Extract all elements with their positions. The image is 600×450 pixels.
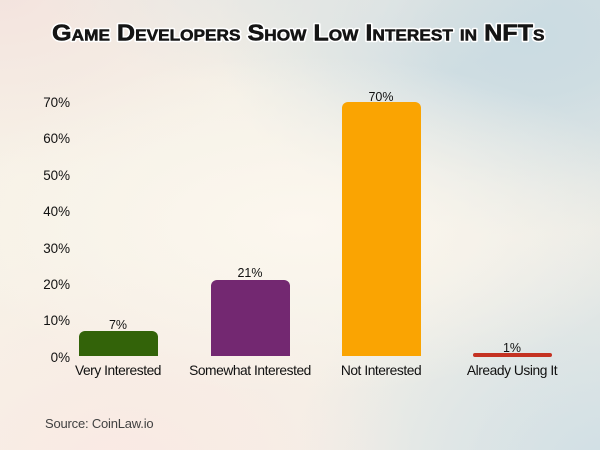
svg-text:Game Developers Show Low Inter: Game Developers Show Low Interest in NFT…: [52, 20, 545, 46]
svg-text:Game Developers Show Low Inter: Game Developers Show Low Interest in NFT…: [52, 20, 545, 46]
